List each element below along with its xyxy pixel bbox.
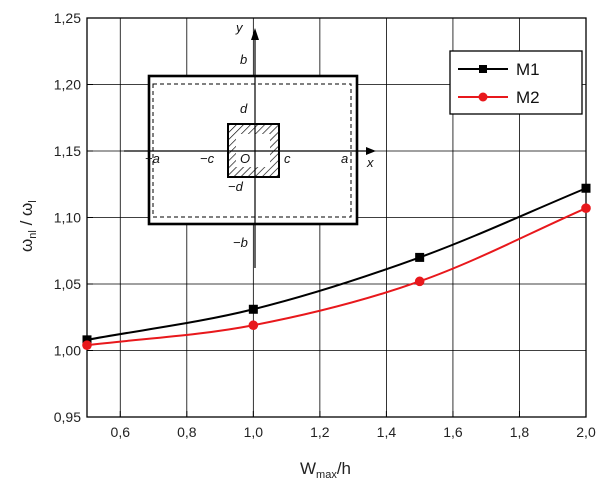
y-axis-title: ωnl / ωl — [17, 200, 39, 252]
legend-marker-m2 — [478, 92, 488, 102]
y-tick-label: 0,95 — [54, 409, 81, 425]
y-tick-label: 1,15 — [54, 143, 81, 159]
data-point-m1 — [581, 183, 591, 193]
series-layer — [82, 183, 591, 350]
x-axis-arrow-icon — [366, 147, 376, 155]
y-tick-label: 1,25 — [54, 10, 81, 26]
inset-label-neg-d: −d — [228, 179, 244, 194]
legend-marker-m1 — [479, 65, 487, 73]
y-axis-title-slash: / — [17, 216, 36, 230]
outer-plate — [147, 74, 359, 226]
data-point-m1 — [415, 252, 425, 262]
inset-label-b: b — [240, 52, 247, 67]
tick-marks — [87, 17, 587, 418]
data-point-m2 — [248, 320, 259, 331]
y-tick-label: 1,20 — [54, 77, 81, 93]
x-tick-label: 1,0 — [244, 424, 264, 440]
legend-label-m2: M2 — [516, 88, 540, 107]
x-axis-title-rest: /h — [337, 459, 351, 478]
x-axis-title: Wmax/h — [300, 459, 351, 481]
series-line-m2 — [86, 207, 587, 347]
legend-box — [449, 50, 583, 115]
data-point-m1 — [82, 335, 92, 345]
x-tick-label: 2,0 — [576, 424, 596, 440]
inset-label-d: d — [240, 101, 248, 116]
y-axis-arrow-icon — [251, 28, 259, 40]
y-tick-label: 1,05 — [54, 276, 81, 292]
x-tick-label: 1,8 — [510, 424, 530, 440]
inset-label-c: c — [284, 151, 291, 166]
legend: M1 M2 — [449, 50, 583, 115]
inset-label-neg-c: −c — [200, 151, 215, 166]
inset-label-a: a — [341, 151, 348, 166]
x-axis-title-sub: max — [316, 469, 337, 481]
x-tick-label: 1,4 — [377, 424, 397, 440]
y-axis-title-sub1: nl — [27, 230, 39, 239]
inset-label-neg-a: −a — [145, 151, 160, 166]
y-axis-title-omega2: ω — [17, 203, 36, 216]
inset-label-neg-b: −b — [233, 235, 248, 250]
inset-label-y: y — [235, 20, 244, 35]
data-point-m2 — [82, 340, 92, 350]
data-point-m2 — [414, 276, 425, 287]
inset-label-x: x — [366, 155, 374, 170]
inset-diagram: y x b −b d −d −a a −c c O — [124, 20, 376, 268]
y-axis-title-sub2: l — [27, 200, 39, 202]
x-tick-label: 0,8 — [177, 424, 197, 440]
y-tick-label: 1,10 — [54, 210, 81, 226]
x-tick-label: 0,6 — [111, 424, 131, 440]
series-line-m1 — [86, 187, 587, 341]
inset-label-origin: O — [240, 151, 250, 166]
y-tick-label: 1,00 — [54, 343, 81, 359]
x-tick-label: 1,2 — [310, 424, 330, 440]
data-point-m2 — [581, 203, 591, 213]
tick-labels: 0,6 0,8 1,0 1,2 1,4 1,6 1,8 2,0 0,95 1,00 1,05 1,10… — [54, 10, 596, 440]
y-axis-title-omega1: ω — [17, 239, 36, 252]
x-tick-label: 1,6 — [443, 424, 463, 440]
legend-label-m1: M1 — [516, 60, 540, 79]
x-axis-title-main: W — [300, 459, 316, 478]
data-point-m1 — [248, 304, 258, 314]
